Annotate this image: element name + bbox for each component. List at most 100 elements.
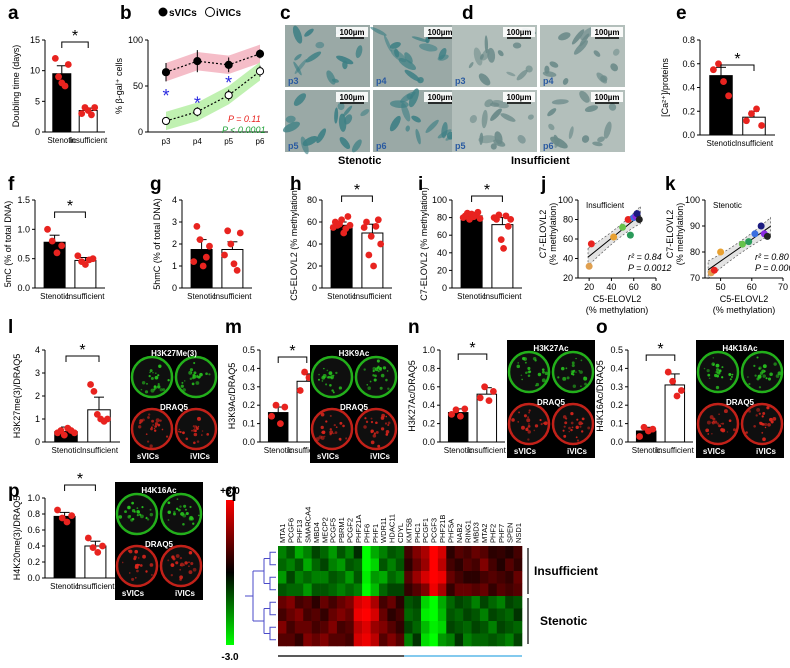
heatmap-cell (294, 608, 304, 622)
heatmap-cell (421, 596, 430, 609)
heatmap-cell (437, 596, 447, 609)
heatmap-cell (513, 596, 523, 609)
well-signal-n (571, 361, 575, 365)
well-signal-n (578, 369, 580, 372)
heatmap-cell (336, 633, 346, 647)
cell-d (596, 72, 608, 84)
heatmap-cell (345, 558, 355, 572)
well-signal-l (145, 433, 148, 435)
heatmap-cell (278, 546, 287, 559)
heatmap-cell (294, 633, 304, 647)
heatmap-column-label: PCGF6 (287, 518, 296, 543)
heatmap-column-label: PHF21B (438, 515, 447, 543)
well-signal-m (366, 384, 369, 386)
cell-c (326, 70, 336, 85)
data-point-j-2 (610, 233, 618, 241)
chart-a: 0 5 10 15 Doubling time (days) StenoticInsuff… (11, 28, 108, 145)
heatmap-cell (479, 583, 489, 597)
cell-c (315, 41, 325, 49)
y-tick-label-j: 80 (563, 215, 573, 225)
well-signal-m (325, 383, 328, 386)
cell-c (419, 43, 438, 52)
data-point-g (230, 260, 238, 268)
well-signal-m (323, 435, 326, 438)
x-axis-label-k: C5-ELOVL2 (720, 294, 769, 304)
data-point-h (346, 221, 354, 229)
stat-r2-k: r² = 0.80 (755, 252, 789, 262)
well-signal-o (731, 373, 734, 376)
well-signal-m (325, 420, 328, 423)
heatmap-cell (488, 546, 498, 559)
data-point-n (448, 411, 456, 418)
well-signal-l (141, 418, 145, 422)
significance-star-i: * (484, 182, 490, 199)
data-point-g (221, 251, 228, 259)
well-m-2 (310, 407, 354, 451)
cell-d (484, 35, 489, 54)
well-signal-o (709, 415, 714, 420)
heatmap-cell (463, 546, 472, 559)
x-tick-label-f: Insufficient (66, 292, 105, 301)
data-point-g (202, 253, 210, 261)
well-signal-m (367, 386, 372, 390)
well-signal-l (152, 424, 154, 426)
well-signal-n (576, 418, 579, 421)
data-point-l (60, 431, 68, 439)
well-signal-m (387, 421, 391, 425)
heatmap-cell (454, 621, 464, 634)
well-signal-m (320, 435, 325, 440)
well-signal-p (167, 519, 170, 521)
x-axis-label-unit-k: (% methylation) (713, 305, 776, 315)
well-signal-l (147, 416, 150, 419)
heatmap-cell (278, 608, 287, 622)
well-signal-n (541, 378, 546, 383)
heatmap-cell (479, 546, 489, 559)
data-point-f (89, 255, 97, 263)
scale-bar-label-d: 100µm (506, 28, 531, 37)
heatmap-cell (378, 546, 388, 559)
well-signal-l (198, 375, 201, 379)
x-tick-label-b: p4 (193, 137, 202, 146)
data-point-n (481, 383, 489, 391)
significance-bracket-l (65, 355, 100, 362)
well-signal-m (384, 422, 388, 425)
heatmap-cell (412, 608, 422, 622)
heatmap-cell (496, 558, 506, 572)
significance-bracket-e (720, 64, 755, 71)
y-axis-label-b: % β-gal⁺ cells (114, 58, 124, 114)
well-signal-n (575, 425, 579, 429)
significance-star-p: * (77, 471, 83, 488)
heatmap-cell (395, 621, 405, 634)
data-point-g (224, 227, 232, 235)
data-point-i (497, 236, 505, 244)
significance-star-h: * (354, 182, 360, 199)
well-signal-p (136, 514, 139, 517)
heatmap-cell (320, 558, 329, 572)
well-signal-l (200, 434, 203, 436)
cell-c (360, 109, 370, 117)
heatmap-cell (345, 621, 355, 634)
well-signal-m (315, 437, 320, 442)
heatmap-cell (328, 608, 338, 622)
well-signal-l (153, 427, 156, 430)
y-tick-label-n: 0.6 (422, 382, 435, 392)
well-signal-m (321, 430, 326, 435)
well-signal-p (167, 559, 170, 562)
cell-c (282, 121, 300, 133)
cell-c (404, 69, 421, 82)
heatmap-cell (362, 621, 371, 634)
well-signal-o (762, 364, 767, 369)
heatmap-cell (378, 596, 388, 609)
x-tick-label-o: Stenotic (632, 446, 661, 455)
cell-c (316, 128, 327, 144)
well-signal-m (375, 430, 379, 434)
well-signal-n (563, 434, 567, 438)
heatmap-cell (370, 633, 380, 647)
heatmap-cell (471, 546, 481, 559)
passage-label-d: p4 (543, 76, 554, 86)
y-tick-label-l: 2 (35, 391, 40, 401)
heatmap-cell (505, 633, 514, 647)
heatmap-cell (278, 596, 287, 609)
y-tick-label-e: 0.8 (682, 35, 695, 45)
well-signal-p (138, 563, 141, 566)
